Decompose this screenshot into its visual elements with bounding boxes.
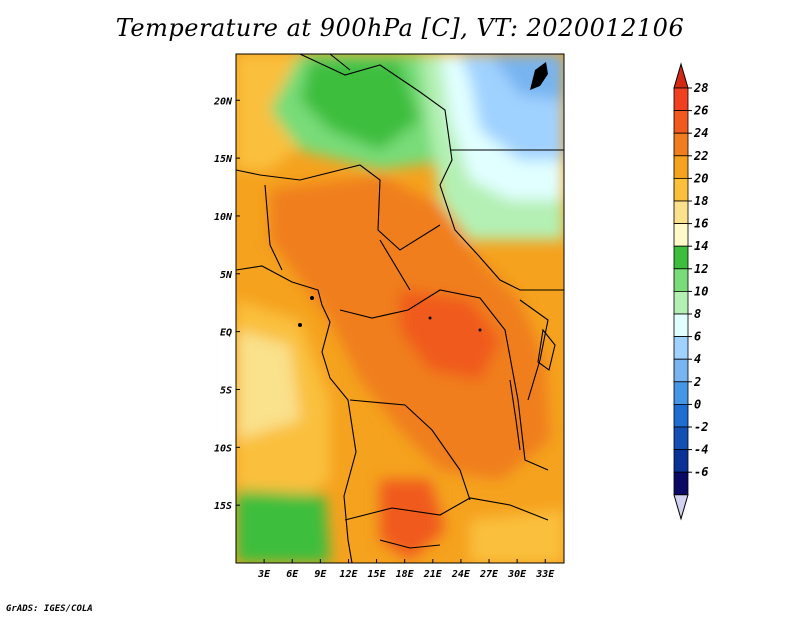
x-tick-label: 6E: [286, 569, 299, 580]
colorbar-label: 2: [693, 375, 701, 389]
y-tick-label: 5S: [220, 385, 232, 396]
colorbar-label: 6: [694, 330, 701, 344]
colorbar-swatch: [673, 223, 689, 247]
x-tick-label: 33E: [535, 569, 555, 580]
field-band-26b: [380, 480, 445, 560]
colorbar-label: 16: [694, 217, 708, 231]
y-tick-label: 5N: [220, 270, 233, 281]
colorbar-label: 10: [694, 284, 708, 298]
x-tick-label: 12E: [339, 569, 358, 580]
x-tick-label: 24E: [451, 569, 471, 580]
colorbar-swatch: [673, 268, 689, 292]
coast-fragments: [298, 62, 548, 332]
x-tick-label: 30E: [507, 569, 527, 580]
colorbar-bottom-arrow: [673, 494, 689, 521]
axis-ticks: 3E 6E 9E 12E 15E 18E 21E 24E 27E 30E 33E 20N 15N 10N 5…: [213, 96, 555, 580]
colorbar-swatch: [673, 358, 689, 383]
colorbar-label: 0: [694, 397, 701, 411]
x-tick-label: 3E: [257, 569, 271, 580]
colorbar-label: 28: [693, 81, 708, 95]
colorbar-swatch: [673, 200, 689, 225]
colorbar-label: 22: [693, 149, 708, 163]
map-title: Temperature at 900hPa [C], VT: 202001210…: [115, 14, 685, 42]
colorbar-swatch: [673, 471, 689, 496]
x-tick-label: 18E: [396, 569, 415, 580]
y-tick-label: 20N: [213, 96, 233, 107]
colorbar-label: 12: [694, 262, 708, 276]
colorbar-swatch: [673, 426, 689, 451]
colorbar-swatch: [673, 381, 689, 405]
colorbar-swatch: [673, 245, 689, 270]
plot-frame: [235, 53, 565, 564]
colorbar-swatch: [673, 177, 689, 202]
y-tick-label: EQ: [220, 328, 232, 339]
x-tick-label: 21E: [423, 569, 443, 580]
colorbar-label: 4: [694, 352, 701, 366]
y-tick-label: 15N: [214, 154, 233, 165]
field-band-26a: [400, 290, 500, 380]
y-tick-label: 10N: [214, 212, 233, 223]
field-band-14b: [236, 490, 330, 563]
colorbar-swatch: [673, 87, 689, 112]
colorbar-top-arrow: [673, 62, 689, 89]
field-band-14: [300, 60, 420, 150]
colorbar-label: 20: [693, 171, 708, 185]
temperature-field: [236, 54, 564, 563]
field-band-18a: [236, 330, 300, 440]
field-band-20c: [470, 510, 564, 563]
colorbar-label: 24: [693, 126, 708, 140]
colorbar-swatch: [673, 403, 689, 428]
colorbar-label: 18: [694, 194, 708, 208]
colorbar-swatch: [673, 290, 689, 315]
colorbar-label: 8: [694, 307, 701, 321]
colorbar-label: 14: [694, 239, 708, 253]
colorbar-swatch: [673, 110, 689, 134]
colorbar-swatch: [673, 313, 689, 338]
y-tick-label: 15S: [214, 501, 232, 512]
x-tick-label: 27E: [479, 569, 499, 580]
colorbar-swatch: [673, 449, 689, 473]
colorbar-label: -2: [694, 420, 708, 434]
x-tick-label: 15E: [368, 569, 387, 580]
colorbar-swatch: [673, 336, 689, 360]
colorbar-swatch: [673, 132, 689, 157]
borders: [236, 54, 564, 563]
colorbar-label: 26: [693, 104, 708, 118]
grads-credit: GrADS: IGES/COLA: [6, 604, 93, 614]
colorbar-label: -4: [694, 443, 708, 457]
colorbar-swatch: [673, 155, 689, 179]
x-tick-label: 9E: [314, 569, 327, 580]
y-tick-label: 10S: [214, 443, 232, 454]
colorbar-label: -6: [694, 465, 708, 479]
